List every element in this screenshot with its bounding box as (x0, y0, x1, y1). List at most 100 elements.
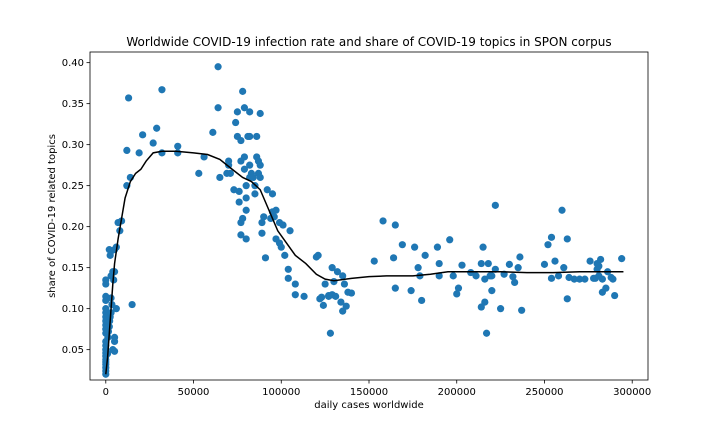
data-point-74 (233, 108, 241, 116)
data-point-215 (602, 284, 610, 292)
data-point-33 (105, 246, 113, 254)
data-point-199 (563, 235, 571, 243)
data-point-41 (110, 347, 119, 355)
data-point-60 (174, 149, 182, 157)
data-point-70 (226, 169, 234, 177)
data-point-69 (225, 157, 233, 165)
data-point-161 (433, 243, 442, 251)
data-point-140 (332, 292, 340, 300)
data-point-146 (342, 302, 350, 310)
data-point-174 (481, 275, 489, 283)
data-point-175 (481, 298, 489, 306)
data-point-172 (477, 259, 485, 268)
data-point-210 (595, 262, 603, 270)
data-point-120 (279, 221, 287, 229)
data-point-192 (544, 241, 552, 249)
data-point-159 (418, 296, 426, 305)
data-point-195 (551, 257, 559, 265)
plot-frame (89, 51, 649, 381)
data-point-167 (454, 284, 463, 292)
data-point-129 (314, 251, 322, 259)
data-point-154 (398, 241, 406, 249)
y-tick-label: 0.10 (62, 304, 84, 315)
data-point-144 (339, 272, 347, 280)
data-point-168 (458, 261, 466, 269)
data-point-84 (240, 153, 249, 161)
data-point-91 (246, 108, 254, 116)
data-point-152 (391, 284, 399, 292)
data-point-86 (242, 182, 250, 190)
data-point-157 (414, 264, 422, 272)
data-point-151 (389, 254, 398, 262)
data-point-164 (446, 236, 454, 244)
chart-title: Worldwide COVID-19 infection rate and sh… (126, 35, 611, 49)
data-point-165 (449, 272, 457, 280)
data-point-78 (235, 198, 243, 206)
data-point-88 (242, 206, 250, 214)
data-point-65 (214, 104, 222, 112)
data-point-17 (102, 305, 110, 313)
data-point-205 (586, 257, 594, 265)
data-point-63 (209, 128, 217, 136)
data-point-21 (102, 276, 110, 284)
data-point-200 (563, 295, 571, 303)
data-point-198 (560, 264, 568, 272)
data-point-177 (484, 259, 492, 268)
data-point-105 (256, 109, 264, 118)
y-tick-label: 0.35 (62, 99, 84, 110)
data-point-162 (435, 272, 443, 280)
data-point-99 (253, 132, 261, 141)
data-point-90 (242, 235, 250, 243)
data-point-72 (232, 118, 240, 127)
data-point-104 (256, 161, 264, 169)
data-point-155 (407, 287, 415, 295)
data-point-142 (337, 298, 345, 306)
data-point-149 (370, 257, 378, 265)
data-point-186 (509, 273, 517, 281)
data-point-169 (467, 268, 475, 277)
data-point-54 (139, 131, 147, 139)
data-point-112 (268, 190, 277, 198)
data-point-62 (200, 153, 208, 161)
data-point-183 (497, 305, 505, 313)
data-point-188 (514, 264, 522, 272)
data-point-176 (482, 329, 491, 337)
trend-line (105, 150, 624, 375)
x-tick-label: 150000 (350, 387, 388, 398)
data-point-182 (491, 201, 499, 209)
data-point-39 (110, 333, 119, 341)
data-point-204 (581, 275, 589, 283)
data-point-160 (421, 251, 429, 259)
data-point-115 (272, 206, 280, 214)
data-point-58 (158, 86, 166, 94)
data-point-52 (128, 300, 136, 309)
data-point-123 (284, 274, 292, 282)
x-axis-label: daily cases worldwide (314, 400, 424, 411)
data-point-98 (251, 190, 259, 198)
data-point-170 (472, 272, 480, 280)
data-point-141 (333, 268, 342, 276)
data-point-139 (330, 278, 338, 286)
data-point-145 (340, 280, 349, 288)
data-point-185 (505, 260, 513, 268)
data-point-202 (570, 275, 578, 283)
data-point-87 (242, 194, 250, 202)
x-tick-label: 0 (103, 387, 109, 398)
data-point-125 (291, 291, 299, 299)
data-point-219 (611, 291, 619, 300)
data-point-191 (540, 260, 549, 268)
data-point-44 (112, 305, 120, 313)
data-point-82 (239, 87, 247, 95)
data-point-48 (123, 146, 131, 154)
data-point-173 (479, 243, 487, 251)
data-point-93 (246, 161, 254, 169)
y-tick-label: 0.20 (62, 222, 84, 233)
data-point-81 (237, 231, 245, 239)
data-point-75 (235, 187, 243, 195)
data-point-53 (135, 149, 143, 157)
data-point-187 (511, 278, 519, 287)
data-point-80 (239, 214, 247, 223)
y-axis-label: share of COVID-19 related topics (47, 134, 58, 298)
data-point-122 (284, 265, 292, 273)
